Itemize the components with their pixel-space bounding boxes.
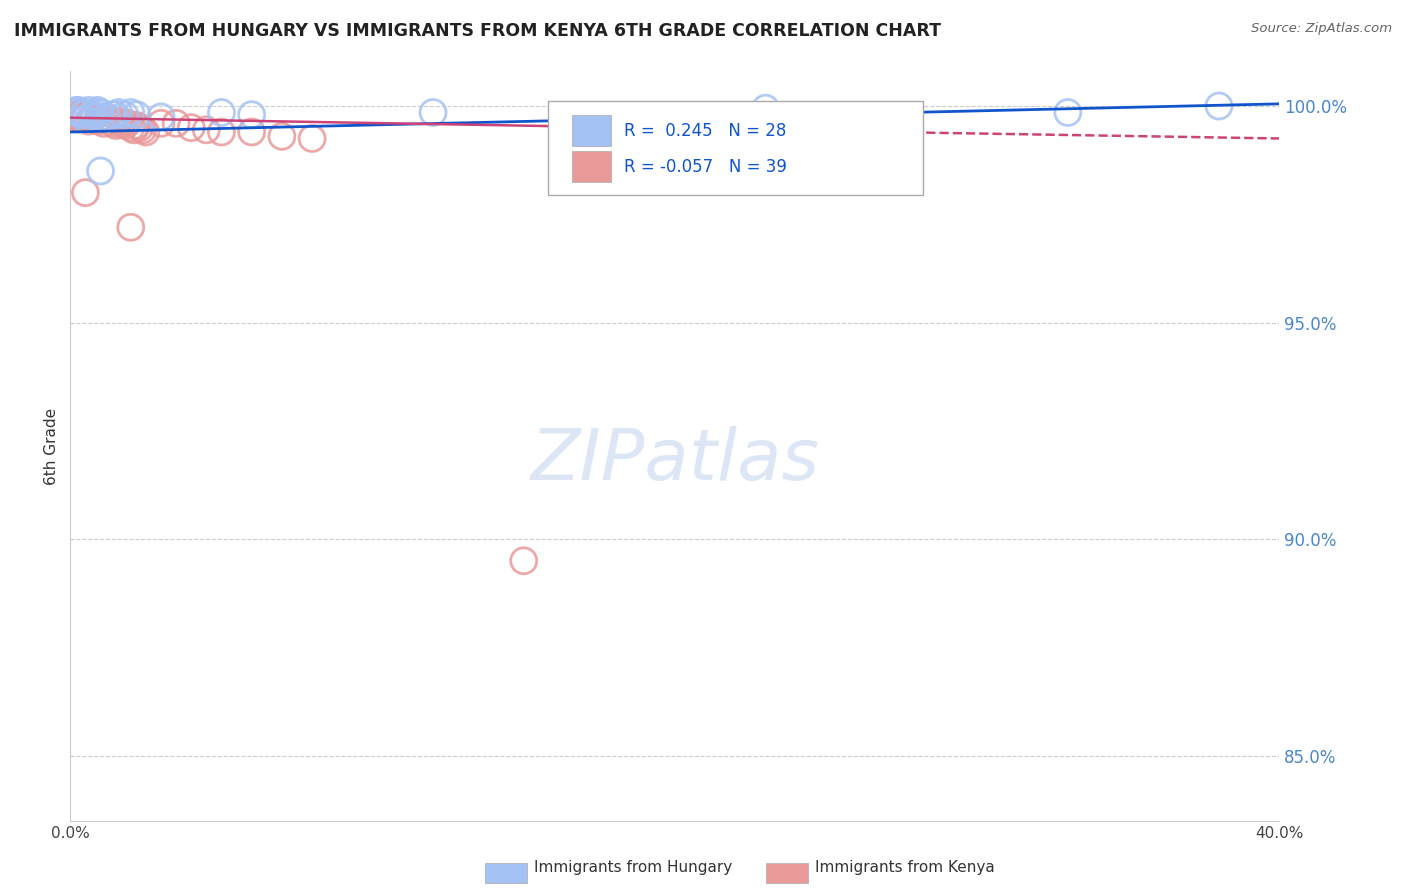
Text: R = -0.057   N = 39: R = -0.057 N = 39 <box>624 158 787 176</box>
Point <box>180 120 202 135</box>
Point <box>66 103 89 118</box>
Point <box>195 123 218 137</box>
Point <box>513 554 536 568</box>
Point <box>150 116 172 130</box>
Point <box>75 110 97 124</box>
Point <box>75 186 97 200</box>
Point <box>132 123 155 137</box>
FancyBboxPatch shape <box>548 102 922 195</box>
Point <box>67 110 90 124</box>
Point <box>90 112 111 126</box>
Bar <box>572 151 610 182</box>
Y-axis label: 6th Grade: 6th Grade <box>44 408 59 484</box>
Point <box>107 114 129 128</box>
Point <box>111 116 134 130</box>
Point <box>90 105 111 120</box>
Point <box>62 108 84 122</box>
Point <box>75 105 97 120</box>
Point <box>83 110 105 124</box>
Point <box>83 110 105 124</box>
Point <box>101 116 124 130</box>
Text: IMMIGRANTS FROM HUNGARY VS IMMIGRANTS FROM KENYA 6TH GRADE CORRELATION CHART: IMMIGRANTS FROM HUNGARY VS IMMIGRANTS FR… <box>14 22 941 40</box>
Point <box>101 108 124 122</box>
Point <box>67 105 90 120</box>
Point <box>125 119 148 133</box>
Point <box>75 112 97 126</box>
Point <box>104 119 127 133</box>
Point <box>120 120 142 135</box>
Bar <box>572 115 610 146</box>
Point <box>120 220 142 235</box>
Point <box>422 105 444 120</box>
Point <box>270 129 294 144</box>
Point <box>135 125 157 139</box>
Text: Immigrants from Hungary: Immigrants from Hungary <box>534 861 733 875</box>
Point <box>128 120 150 135</box>
Point <box>83 105 105 120</box>
Point <box>122 123 145 137</box>
Point <box>1057 105 1080 120</box>
Point <box>66 112 89 126</box>
Point <box>70 108 93 122</box>
Text: Immigrants from Kenya: Immigrants from Kenya <box>815 861 995 875</box>
Point <box>754 101 776 115</box>
Point <box>86 103 108 118</box>
Point <box>165 116 187 130</box>
Point <box>80 108 103 122</box>
Text: ZIPatlas: ZIPatlas <box>530 426 820 495</box>
Point <box>96 110 118 124</box>
Point <box>63 110 86 124</box>
Point <box>125 108 148 122</box>
Point <box>240 108 263 122</box>
Point <box>150 110 172 124</box>
Point <box>72 108 94 122</box>
Point <box>114 108 136 122</box>
Point <box>77 103 100 118</box>
Point <box>86 114 108 128</box>
Point <box>72 112 94 126</box>
Point <box>107 105 129 120</box>
Point <box>77 114 100 128</box>
Point <box>211 125 233 139</box>
Point <box>1208 99 1230 113</box>
Point <box>80 112 103 126</box>
Point <box>104 108 127 122</box>
Point <box>240 125 263 139</box>
Point <box>65 105 87 120</box>
Point <box>90 164 111 178</box>
Point <box>65 103 87 118</box>
Point <box>301 131 323 145</box>
Point <box>211 105 233 120</box>
Point <box>117 116 139 130</box>
Point <box>96 110 118 124</box>
Point <box>98 114 121 128</box>
Point <box>114 119 136 133</box>
Text: R =  0.245   N = 28: R = 0.245 N = 28 <box>624 121 786 139</box>
Point <box>120 105 142 120</box>
Text: Source: ZipAtlas.com: Source: ZipAtlas.com <box>1251 22 1392 36</box>
Point <box>63 105 86 120</box>
Point <box>93 116 115 130</box>
